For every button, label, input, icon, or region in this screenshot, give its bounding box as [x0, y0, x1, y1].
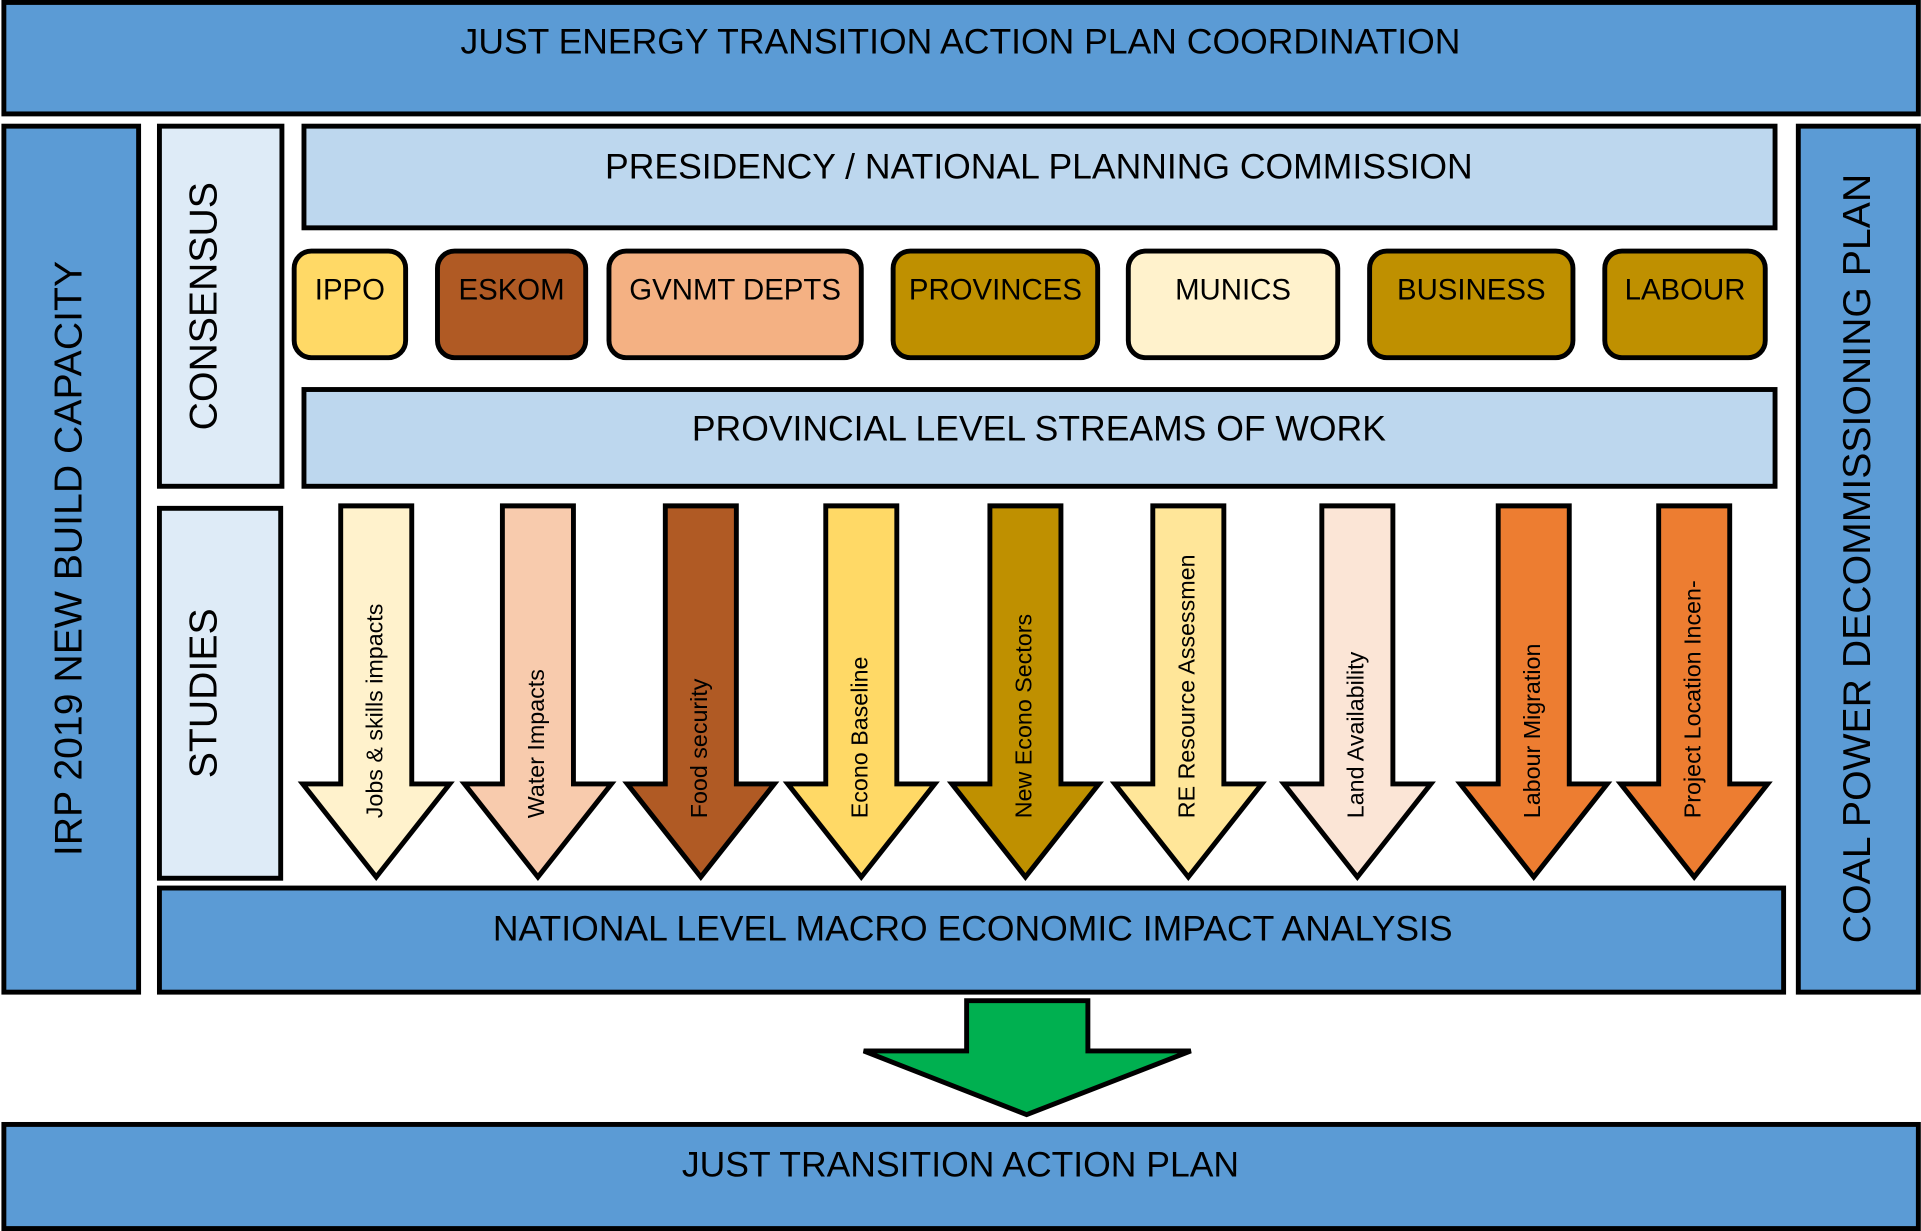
- study-arrow: [297, 503, 455, 881]
- presidency-bar: [301, 123, 1778, 231]
- right-panel: [1795, 123, 1921, 995]
- stakeholder-box: [890, 248, 1101, 361]
- study-label: Land Availability: [1343, 651, 1369, 818]
- study-arrow: [782, 503, 940, 881]
- study-label: New Econo Sectors: [1011, 614, 1037, 818]
- studies-arrows: Jobs & skills impacts Water Impacts Food s…: [297, 503, 1773, 881]
- study-label: Water Impacts: [523, 669, 549, 818]
- study-arrow: [1278, 503, 1436, 881]
- study-label: RE Resource Assessmen: [1173, 554, 1199, 818]
- stakeholder-label: MUNICS: [1175, 273, 1291, 306]
- left-panel-label: IRP 2019 NEW BUILD CAPACITY: [48, 261, 91, 856]
- provincial-label: PROVINCIAL LEVEL STREAMS OF WORK: [692, 409, 1386, 449]
- provincial-bar: [301, 387, 1778, 489]
- stakeholder-box: [1602, 248, 1768, 361]
- stakeholder-box: [1367, 248, 1576, 361]
- header-title: JUST ENERGY TRANSITION ACTION PLAN COORD…: [461, 21, 1461, 61]
- stakeholder-label: BUSINESS: [1397, 273, 1546, 306]
- stakeholders: IPPO ESKOM GVNMT DEPTS PROVINCES MUNICS BUSIN…: [291, 248, 1768, 361]
- stakeholder-label: LABOUR: [1625, 273, 1746, 306]
- stakeholder-box: [1125, 248, 1341, 361]
- stakeholder-box: [606, 248, 864, 361]
- study-arrow: [946, 503, 1104, 881]
- study-arrow: [1109, 503, 1267, 881]
- study-arrow: [459, 503, 617, 881]
- header-bar: [1, 0, 1921, 117]
- analysis-bar: [156, 885, 1787, 995]
- study-arrow: [622, 503, 780, 881]
- stakeholder-label: GVNMT DEPTS: [629, 273, 841, 306]
- study-label: Labour Migration: [1519, 644, 1545, 819]
- stakeholder-label: ESKOM: [459, 273, 565, 306]
- right-panel-label: COAL POWER DECOMMISSIONING PLAN: [1836, 174, 1879, 943]
- study-label: Jobs & skills impacts: [361, 604, 387, 819]
- study-label: Project Location Incen-: [1679, 580, 1705, 818]
- stakeholder-label: PROVINCES: [909, 273, 1082, 306]
- flow-arrow: [862, 998, 1192, 1118]
- study-label: Econo Baseline: [846, 657, 872, 819]
- stakeholder-box: [435, 248, 589, 361]
- footer-bar: [1, 1121, 1921, 1231]
- left-panel: [1, 123, 142, 995]
- study-arrow: [1615, 503, 1773, 881]
- stakeholder-box: [291, 248, 409, 361]
- footer-title: JUST TRANSITION ACTION PLAN: [682, 1145, 1239, 1185]
- study-label: Food security: [686, 678, 712, 818]
- study-arrow: [1455, 503, 1613, 881]
- analysis-label: NATIONAL LEVEL MACRO ECONOMIC IMPACT ANA…: [493, 908, 1453, 948]
- studies-box: [156, 505, 284, 881]
- presidency-label: PRESIDENCY / NATIONAL PLANNING COMMISSIO…: [605, 146, 1473, 186]
- consensus-label: CONSENSUS: [182, 182, 225, 430]
- studies-label: STUDIES: [182, 608, 225, 778]
- stakeholder-label: IPPO: [315, 273, 385, 306]
- consensus-box: [156, 123, 285, 489]
